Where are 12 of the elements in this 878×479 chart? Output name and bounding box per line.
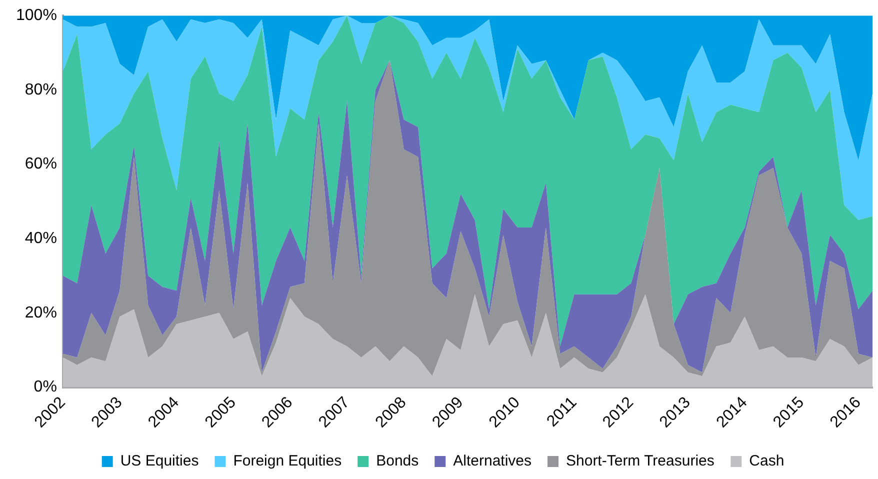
y-tick-label: 100% <box>16 7 57 24</box>
legend-label: Foreign Equities <box>233 452 342 470</box>
legend-label: Bonds <box>376 452 419 470</box>
legend-label: Cash <box>749 452 784 470</box>
legend-label: Short-Term Treasuries <box>566 452 714 470</box>
y-tick-label: 20% <box>24 304 57 322</box>
legend-label: US Equities <box>120 452 199 470</box>
y-tick-label: 80% <box>24 81 57 98</box>
y-tick-label: 40% <box>24 230 57 247</box>
y-tick-label: 0% <box>34 378 57 396</box>
y-tick-label: 60% <box>24 156 57 173</box>
legend-label: Alternatives <box>453 452 532 470</box>
